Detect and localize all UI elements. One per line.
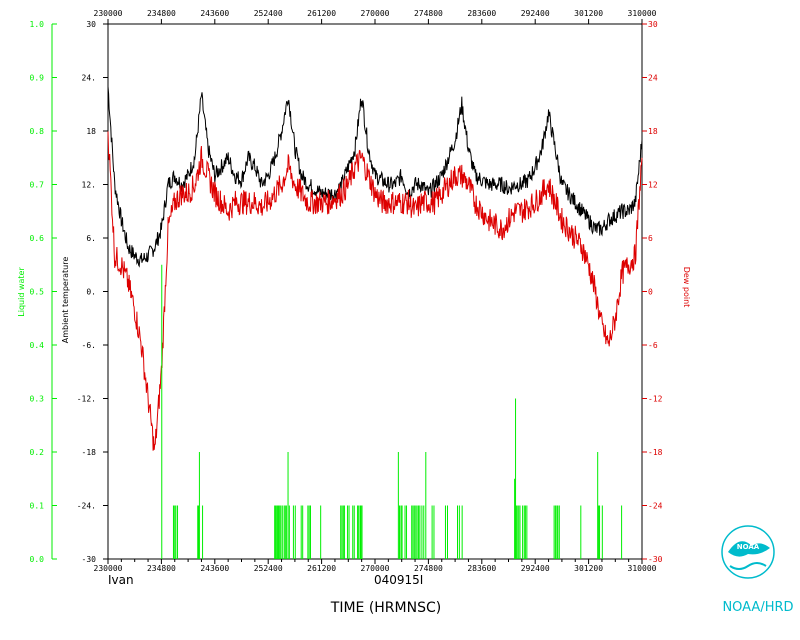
left-inner-axis-title: Ambient temperature xyxy=(61,257,70,344)
left-inner-tick-label: -18 xyxy=(82,448,97,457)
x-tick-label-bottom: 270000 xyxy=(361,564,390,573)
left-outer-tick-label: 0.0 xyxy=(30,555,45,564)
ambient-temperature-line xyxy=(107,86,643,268)
x-tick-label-bottom: 274800 xyxy=(414,564,443,573)
noaa-seal-icon xyxy=(721,525,775,579)
axes-layer: 230000 230000 234800 234800 243600 243600 2524… xyxy=(30,9,663,573)
x-tick-label-bottom: 283600 xyxy=(467,564,496,573)
left-outer-tick-label: 0.3 xyxy=(30,395,45,404)
x-tick-label-top: 252400 xyxy=(254,9,283,18)
x-axis-title: TIME (HRMNSC) xyxy=(330,600,441,616)
x-tick-label-bottom: 310000 xyxy=(628,564,657,573)
x-tick-label-top: 261200 xyxy=(307,9,336,18)
right-tick-label: 24 xyxy=(648,74,658,83)
right-axis-title: Dew point xyxy=(682,267,691,308)
right-tick-label: -18 xyxy=(648,448,663,457)
x-tick-label-bottom: 243600 xyxy=(200,564,229,573)
left-outer-tick-label: 0.9 xyxy=(30,74,45,83)
left-inner-tick-label: 12. xyxy=(82,181,96,190)
series-layer xyxy=(107,86,643,559)
noaa-bird-icon xyxy=(728,541,770,557)
x-tick-label-top: 310000 xyxy=(628,9,657,18)
left-inner-tick-label: -6. xyxy=(82,341,96,350)
x-tick-label-top: 274800 xyxy=(414,9,443,18)
left-inner-tick-label: 18 xyxy=(86,127,96,136)
date-label: 040915I xyxy=(374,573,423,587)
x-tick-label-top: 234800 xyxy=(147,9,176,18)
right-tick-label: -6 xyxy=(648,341,658,350)
noaa-wave-icon xyxy=(729,562,767,570)
dew-point-line xyxy=(107,131,643,451)
right-tick-label: 12 xyxy=(648,181,658,190)
x-tick-label-bottom: 234800 xyxy=(147,564,176,573)
noaa-hrd-text: NOAA/HRD xyxy=(722,600,793,615)
left-outer-tick-label: 0.6 xyxy=(30,234,45,243)
x-tick-label-bottom: 252400 xyxy=(254,564,283,573)
x-tick-label-top: 301200 xyxy=(574,9,603,18)
left-outer-tick-label: 0.7 xyxy=(30,181,45,190)
flight-label: Ivan xyxy=(108,573,134,587)
plot-frame xyxy=(107,23,643,560)
x-tick-label-top: 283600 xyxy=(467,9,496,18)
noaa-seal-text: NOAA xyxy=(737,543,760,551)
right-tick-label: -12 xyxy=(648,395,663,404)
x-tick-label-top: 230000 xyxy=(94,9,123,18)
left-inner-tick-label: -24. xyxy=(77,502,96,511)
right-tick-label: 18 xyxy=(648,127,658,136)
x-tick-label-bottom: 292400 xyxy=(521,564,550,573)
left-outer-tick-label: 0.2 xyxy=(30,448,45,457)
left-outer-tick-label: 0.8 xyxy=(30,127,45,136)
left-inner-tick-label: 6. xyxy=(86,234,96,243)
right-tick-label: 0 xyxy=(648,288,653,297)
x-tick-label-bottom: 301200 xyxy=(574,564,603,573)
left-inner-tick-label: 30 xyxy=(86,20,96,29)
left-outer-tick-label: 0.4 xyxy=(30,341,45,350)
left-inner-tick-label: 24. xyxy=(82,74,96,83)
right-tick-label: -24 xyxy=(648,502,663,511)
x-tick-label-bottom: 261200 xyxy=(307,564,336,573)
left-outer-axis-title: Liquid water xyxy=(17,267,26,317)
left-outer-tick-label: 1.0 xyxy=(30,20,45,29)
left-inner-tick-label: 0. xyxy=(86,288,96,297)
x-tick-label-top: 270000 xyxy=(361,9,390,18)
left-inner-tick-label: -30 xyxy=(82,555,97,564)
x-tick-label-top: 243600 xyxy=(200,9,229,18)
right-tick-label: -30 xyxy=(648,555,663,564)
label-layer: Ivan 040915I TIME (HRMNSC) Liquid water … xyxy=(17,257,691,616)
left-outer-tick-label: 0.1 xyxy=(30,502,45,511)
right-tick-label: 30 xyxy=(648,20,658,29)
right-tick-label: 6 xyxy=(648,234,653,243)
noaa-logo: NOAA NOAA/HRD xyxy=(721,525,794,615)
left-outer-tick-label: 0.5 xyxy=(30,288,45,297)
x-tick-label-top: 292400 xyxy=(521,9,550,18)
x-tick-label-bottom: 230000 xyxy=(94,564,123,573)
left-inner-tick-label: -12. xyxy=(77,395,96,404)
